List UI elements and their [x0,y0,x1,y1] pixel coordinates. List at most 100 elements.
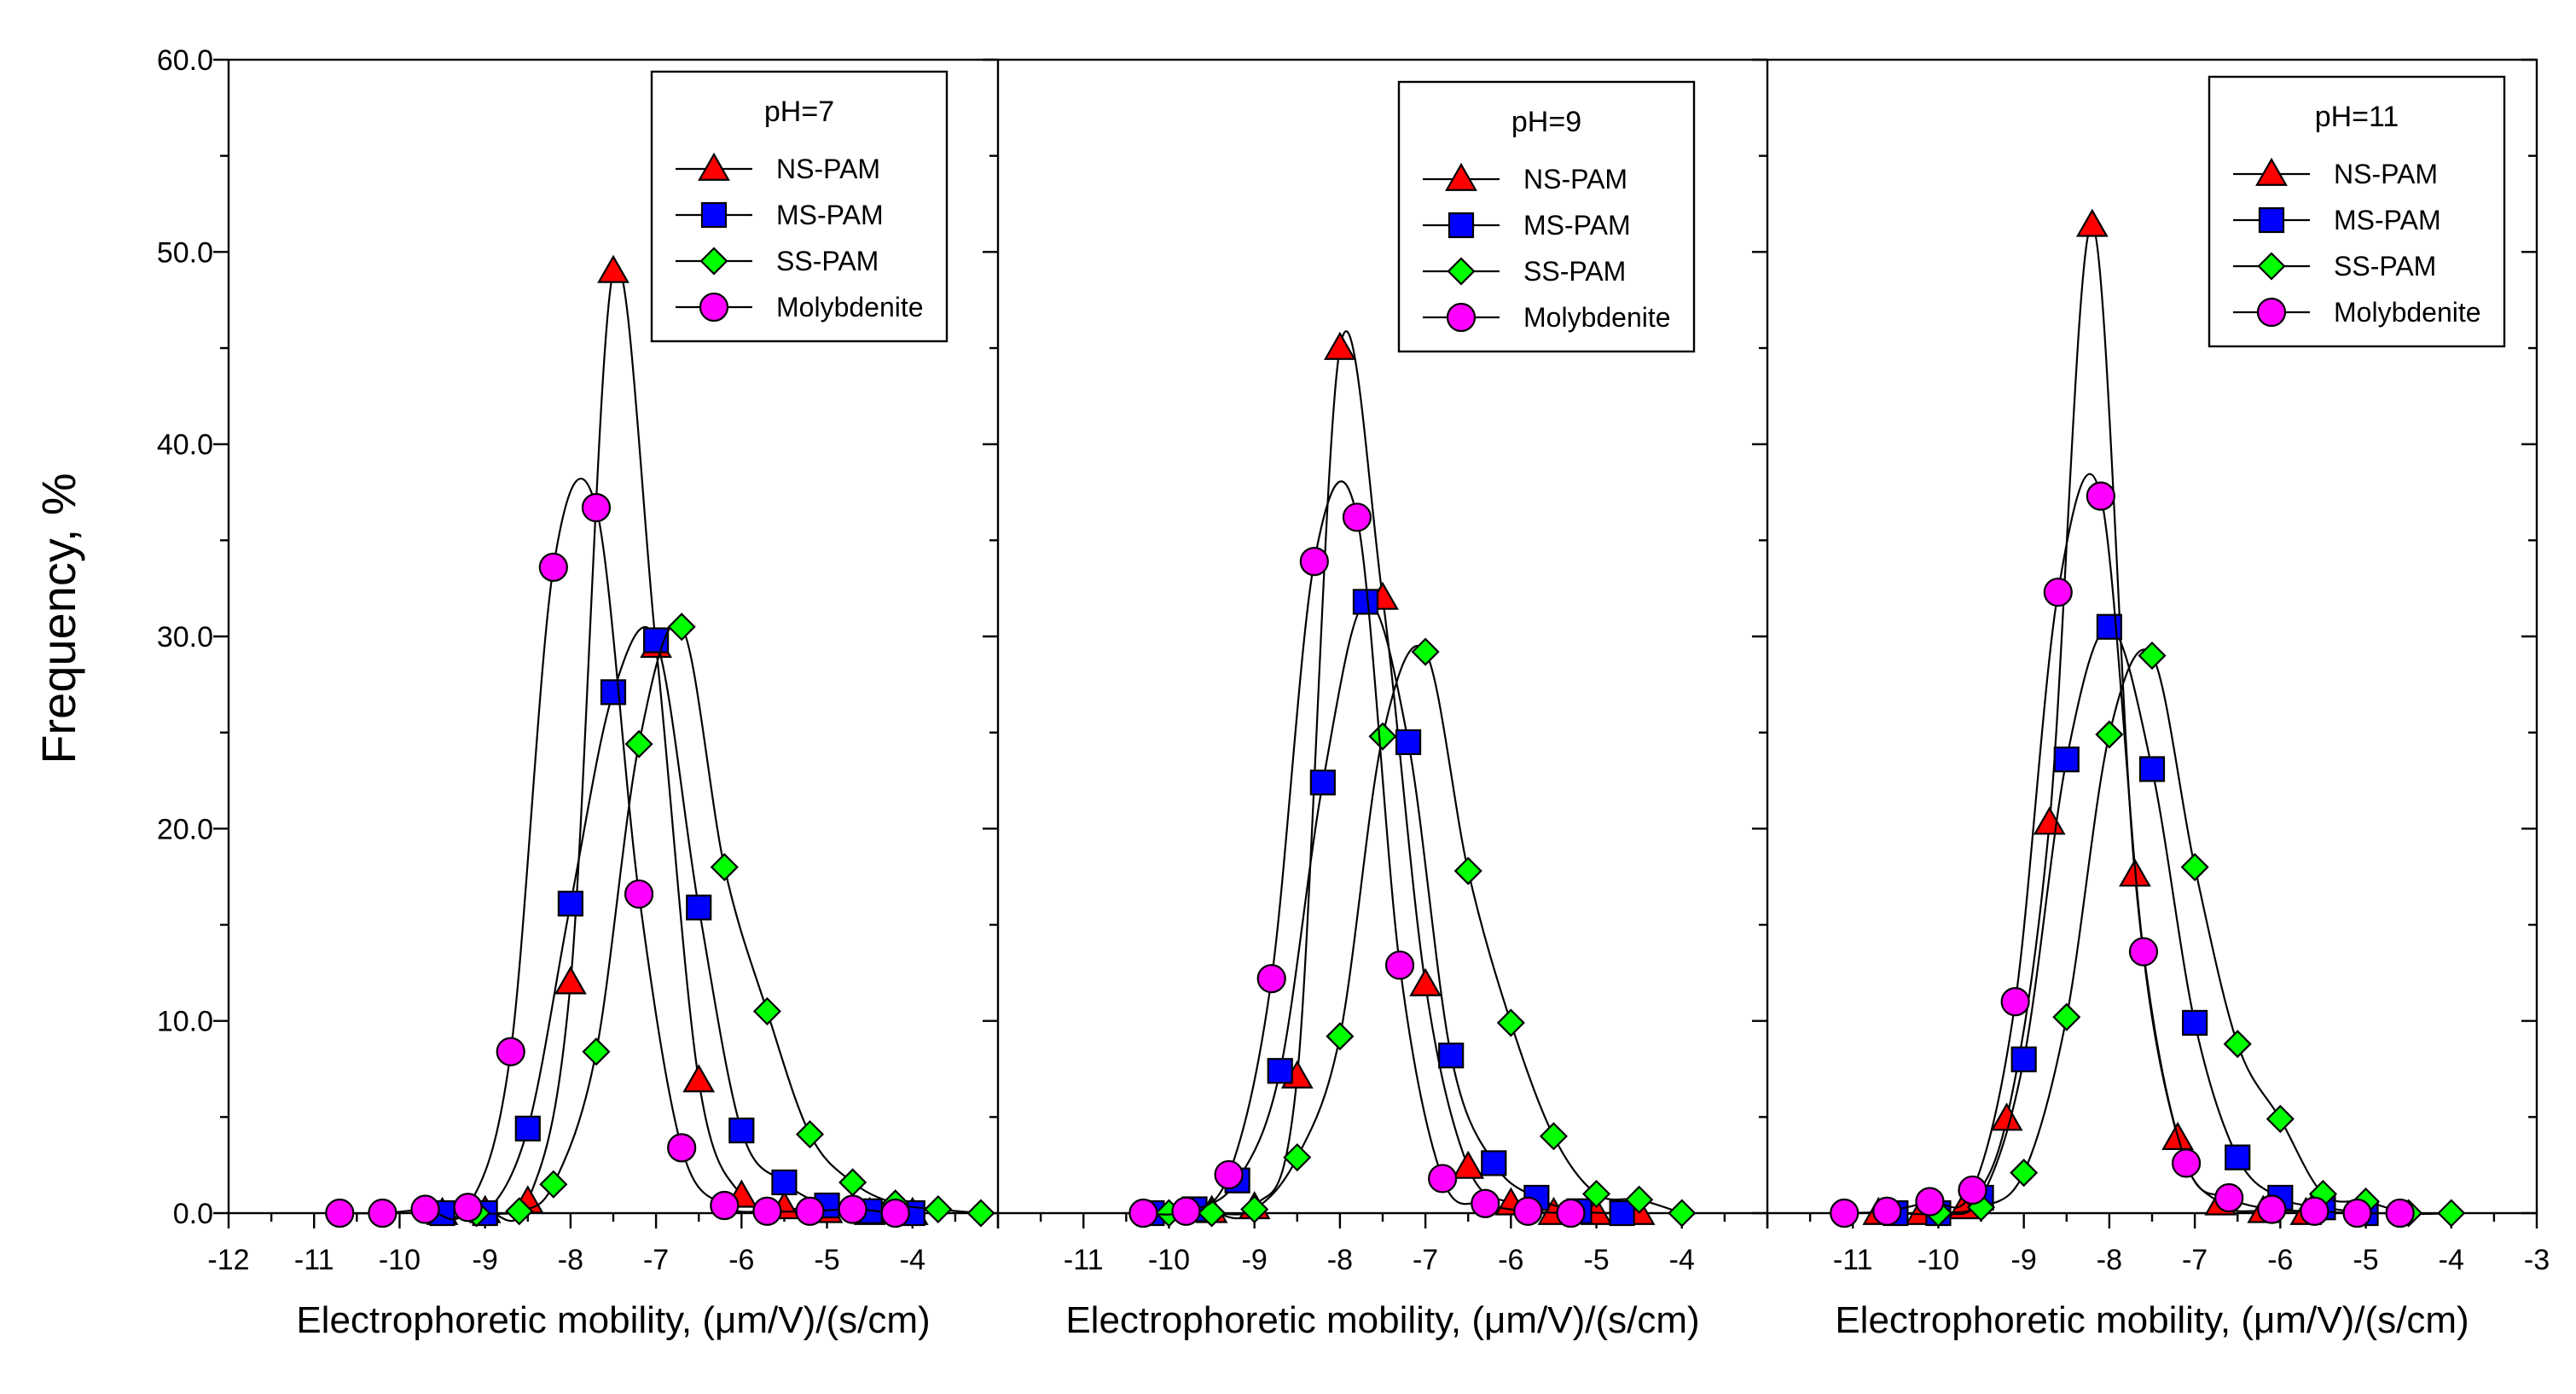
data-point [1958,1175,1987,1205]
data-point [1481,1150,1507,1176]
legend-marker [2255,157,2288,186]
y-tick-label: 60.0 [157,44,213,77]
data-point [2053,746,2080,773]
x-axis-label: Electrophoretic mobility, (μm/V)/(s/cm) [1835,1299,2469,1341]
legend-label: MS-PAM [2334,205,2441,235]
x-tick-label: -12 [207,1244,249,1276]
series-line [1169,645,1683,1216]
x-tick-label: -6 [2267,1244,2293,1276]
legend-title: pH=9 [1511,106,1581,138]
data-point [880,1198,910,1228]
x-tick-label: -8 [558,1244,583,1276]
data-point [1438,1043,1465,1069]
series-line [1895,625,2366,1216]
data-point [710,852,739,881]
chart-frame [227,58,2538,1215]
x-tick-label: -5 [1583,1244,1609,1276]
data-point [1453,857,1482,886]
legend-marker [698,152,730,181]
data-point [2257,1194,2287,1224]
data-point [728,1118,755,1144]
y-tick-label: 0.0 [173,1198,213,1230]
data-point [1609,1199,1635,1227]
y-tick-label: 20.0 [157,813,213,845]
data-point [1240,1194,1269,1224]
data-point [1128,1198,1158,1228]
x-axis-label: Electrophoretic mobility, (μm/V)/(s/cm) [296,1299,930,1341]
data-point [597,254,629,283]
data-point [752,996,781,1025]
data-point [1352,589,1379,615]
legend-label: NS-PAM [776,154,880,184]
series-line [1211,330,1639,1220]
series-line [442,626,913,1221]
plot-border [227,58,2538,1215]
data-point [1625,1185,1654,1214]
series-line [1938,648,2451,1216]
x-tick-label: -8 [2097,1244,2122,1276]
data-point [667,1133,697,1163]
data-point [2180,852,2209,881]
legend-marker [1445,162,1477,191]
data-point [1214,1159,1244,1190]
data-point [1872,1196,1902,1226]
x-tick-label: -6 [1498,1244,1523,1276]
data-point [539,1170,568,1199]
x-tick-label: -10 [379,1244,421,1276]
legend-label: Molybdenite [1523,302,1671,333]
legend-label: MS-PAM [776,200,884,230]
data-point [600,679,627,706]
chart-panels: -12 -11 -10 -9 -8 -7 -6 -5 -4 Electrophoretic mob… [207,70,2550,1341]
x-tick-label: -8 [1327,1244,1353,1276]
data-point [496,1037,525,1066]
x-tick-label: -9 [1242,1244,1268,1276]
series-molybdenite [325,478,910,1228]
panel-3: -11 -10 -9 -8 -7 -6 -5 -4 -3 Electrophoretic mobi… [1766,75,2550,1341]
series-ss-pam [462,613,995,1228]
data-point [1668,1199,1697,1228]
data-point [1411,637,1440,666]
x-tick-label: -11 [294,1244,334,1276]
x-tick-label: -10 [1148,1244,1190,1276]
data-point [624,729,653,758]
data-point [2214,1182,2244,1213]
legend-marker [699,292,729,322]
data-point [2086,481,2115,511]
data-point [2000,987,2030,1017]
data-point [505,1197,534,1226]
data-point [1256,963,1286,994]
data-point [1384,950,1415,980]
data-point [1428,1164,1458,1194]
data-point [1326,1022,1355,1051]
data-point [2342,1198,2372,1228]
data-point [2043,578,2073,607]
data-point [1395,729,1422,756]
data-point [966,1199,995,1228]
data-point [2010,1159,2039,1188]
legend-label: Molybdenite [2334,297,2481,328]
data-point [1368,722,1397,751]
data-point [1409,967,1442,996]
data-point [771,1169,798,1196]
legend-label: MS-PAM [1523,210,1631,241]
series-line [1152,601,1622,1215]
series-ss-pam [1154,637,1697,1228]
data-point [752,1196,782,1226]
x-tick-label: -7 [1413,1244,1438,1276]
x-tick-label: -4 [2439,1244,2464,1276]
x-axis-label: Electrophoretic mobility, (μm/V)/(s/cm) [1065,1299,1699,1341]
series-ns-pam [1195,330,1656,1225]
data-point [582,1037,611,1066]
series-molybdenite [1830,473,2415,1228]
data-point [2010,1046,2037,1072]
data-point [1581,1179,1611,1209]
legend-marker [1448,212,1475,239]
data-point [667,613,696,642]
data-point [2182,1009,2208,1037]
x-tick-label: -7 [2182,1244,2208,1276]
data-point [795,1196,825,1226]
x-tick-label: -4 [900,1244,925,1276]
data-point [624,879,654,909]
data-point [1452,1150,1485,1179]
data-point [1513,1196,1543,1226]
